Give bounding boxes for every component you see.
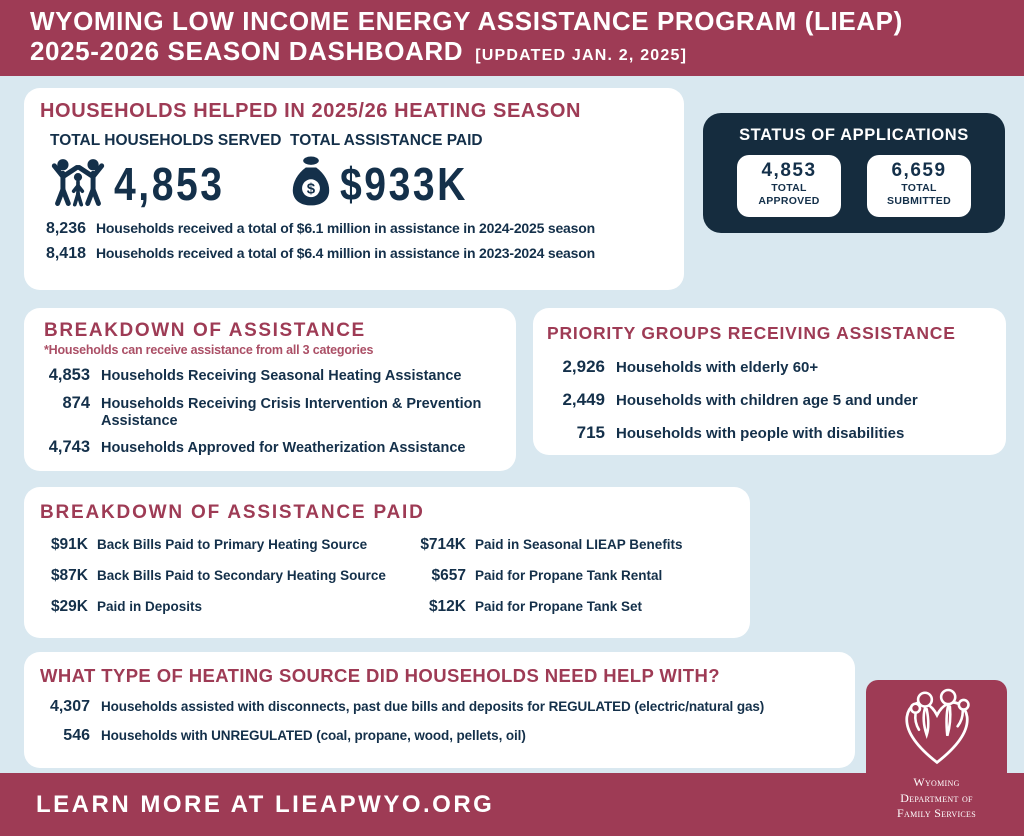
paid-value: $933K: [340, 158, 468, 210]
approved-label: TOTAL APPROVED: [758, 182, 820, 207]
paid-row: $29K Paid in Deposits: [40, 598, 412, 616]
heating-source-card: WHAT TYPE OF HEATING SOURCE DID HOUSEHOL…: [24, 652, 855, 768]
paid-value: $91K: [50, 536, 88, 553]
family-heart-icon: [894, 688, 980, 772]
breakdown-assistance-card: BREAKDOWN OF ASSISTANCE *Households can …: [24, 308, 516, 471]
households-helped-card: HOUSEHOLDS HELPED IN 2025/26 HEATING SEA…: [24, 88, 684, 290]
updated-date: [UPDATED JAN. 2, 2025]: [475, 46, 688, 64]
paid-value: $657: [431, 567, 466, 584]
paid-value: $87K: [50, 567, 88, 584]
stat-row: 4,853 Households Receiving Seasonal Heat…: [44, 366, 504, 385]
paid-row: $87K Back Bills Paid to Secondary Heatin…: [40, 567, 412, 585]
stat-text: Households with people with disabilities: [616, 425, 905, 442]
paid-text: Paid in Seasonal LIEAP Benefits: [475, 537, 683, 552]
paid-text: Paid for Propane Tank Set: [475, 599, 643, 614]
history-value: 8,418: [45, 245, 86, 262]
paid-row: $714K Paid in Seasonal LIEAP Benefits: [412, 536, 736, 554]
logo-text: Wyoming Department of Family Services: [897, 775, 976, 821]
heating-source-title: WHAT TYPE OF HEATING SOURCE DID HOUSEHOL…: [40, 665, 720, 686]
history-row: 8,236 Households received a total of $6.…: [40, 220, 668, 238]
submitted-label: TOTAL SUBMITTED: [887, 182, 951, 207]
history-text: Households received a total of $6.1 mill…: [96, 220, 595, 236]
history-value: 8,236: [45, 220, 86, 237]
paid-row: $657 Paid for Propane Tank Rental: [412, 567, 736, 585]
stat-text: Households Approved for Weatherization A…: [101, 440, 466, 457]
stat-row: 715 Households with people with disabili…: [547, 423, 994, 443]
stat-row: 2,449 Households with children age 5 and…: [547, 390, 994, 410]
wyoming-dfs-logo: Wyoming Department of Family Services: [866, 680, 1007, 836]
stat-value: 2,449: [562, 390, 605, 409]
stat-row: 546 Households with UNREGULATED (coal, p…: [40, 727, 841, 745]
stat-value: 4,853: [48, 366, 90, 384]
households-helped-title: HOUSEHOLDS HELPED IN 2025/26 HEATING SEA…: [40, 100, 582, 122]
header-band: WYOMING LOW INCOME ENERGY ASSISTANCE PRO…: [0, 0, 1024, 76]
submitted-value: 6,659: [891, 160, 947, 181]
paid-value: $12K: [428, 598, 466, 615]
paid-text: Paid for Propane Tank Rental: [475, 568, 663, 583]
footer-band: LEARN MORE AT LIEAPWYO.ORG: [0, 773, 1024, 836]
history-text: Households received a total of $6.4 mill…: [96, 245, 595, 261]
stat-text: Households with elderly 60+: [616, 359, 819, 376]
total-submitted-pill: 6,659 TOTAL SUBMITTED: [867, 155, 971, 217]
paid-row: $12K Paid for Propane Tank Set: [412, 598, 736, 616]
stat-row: 4,307 Households assisted with disconnec…: [40, 698, 841, 716]
page-title-line2: 2025-2026 SEASON DASHBOARD: [30, 35, 464, 66]
breakdown-paid-title: BREAKDOWN OF ASSISTANCE PAID: [40, 502, 425, 523]
family-icon: [50, 157, 106, 212]
approved-value: 4,853: [761, 160, 817, 181]
paid-text: Back Bills Paid to Primary Heating Sourc…: [97, 537, 368, 552]
paid-value: $714K: [420, 536, 466, 553]
stat-value: 4,743: [48, 438, 90, 457]
status-title: STATUS OF APPLICATIONS: [739, 126, 969, 144]
stat-value: 715: [576, 423, 605, 442]
paid-row: $91K Back Bills Paid to Primary Heating …: [40, 536, 412, 554]
breakdown-assistance-title: BREAKDOWN OF ASSISTANCE: [44, 320, 366, 341]
total-approved-pill: 4,853 TOTAL APPROVED: [737, 155, 841, 217]
total-assistance-paid-block: TOTAL ASSISTANCE PAID $ $933K: [290, 132, 668, 212]
served-label: TOTAL HOUSEHOLDS SERVED: [50, 132, 282, 149]
paid-label: TOTAL ASSISTANCE PAID: [290, 132, 483, 149]
stat-value: 4,307: [49, 698, 90, 715]
stat-row: 874 Households Receiving Crisis Interven…: [44, 394, 504, 429]
priority-groups-title: PRIORITY GROUPS RECEIVING ASSISTANCE: [547, 323, 956, 343]
stat-row: 2,926 Households with elderly 60+: [547, 357, 994, 377]
stat-text: Households with children age 5 and under: [616, 392, 918, 409]
served-value: 4,853: [114, 158, 225, 210]
learn-more-text: LEARN MORE AT LIEAPWYO.ORG: [36, 790, 495, 818]
stat-row: 4,743 Households Approved for Weatheriza…: [44, 438, 504, 457]
stat-value: 2,926: [562, 357, 605, 376]
status-of-applications-panel: STATUS OF APPLICATIONS 4,853 TOTAL APPRO…: [703, 113, 1005, 233]
history-row: 8,418 Households received a total of $6.…: [40, 245, 668, 263]
paid-text: Paid in Deposits: [97, 599, 203, 614]
total-households-served-block: TOTAL HOUSEHOLDS SERVED: [50, 132, 282, 212]
stat-text: Households assisted with disconnects, pa…: [101, 699, 765, 714]
stat-text: Households with UNREGULATED (coal, propa…: [101, 728, 526, 743]
page-title-line1: WYOMING LOW INCOME ENERGY ASSISTANCE PRO…: [30, 6, 903, 36]
svg-text:$: $: [307, 180, 316, 197]
breakdown-assistance-note: *Households can receive assistance from …: [44, 343, 374, 357]
breakdown-paid-card: BREAKDOWN OF ASSISTANCE PAID $91K Back B…: [24, 487, 750, 638]
money-bag-icon: $: [290, 156, 332, 213]
stat-value: 874: [62, 394, 90, 412]
stat-text: Households Receiving Crisis Intervention…: [101, 396, 482, 429]
priority-groups-card: PRIORITY GROUPS RECEIVING ASSISTANCE 2,9…: [533, 308, 1006, 455]
stat-text: Households Receiving Seasonal Heating As…: [101, 368, 462, 384]
stat-value: 546: [63, 727, 90, 744]
paid-text: Back Bills Paid to Secondary Heating Sou…: [97, 568, 386, 583]
paid-value: $29K: [50, 598, 88, 615]
